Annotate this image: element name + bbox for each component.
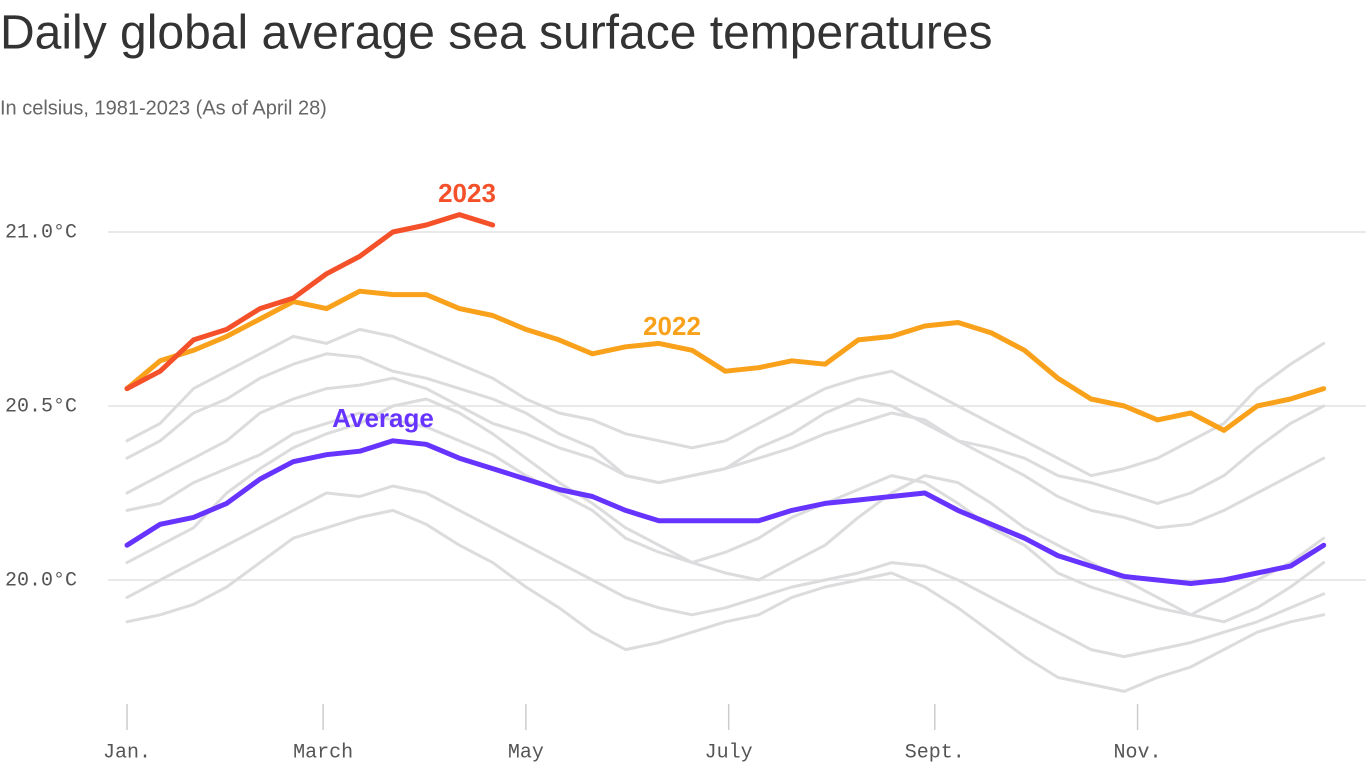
y-tick-label: 21.0°C (5, 221, 77, 244)
series-label: 2023 (438, 178, 496, 208)
x-tick-label: May (508, 741, 544, 764)
background-line (125, 484, 1326, 659)
x-tick-label: Jan. (103, 741, 151, 764)
series-line (124, 288, 1327, 433)
series-line (124, 212, 496, 392)
x-tick-label: Sept. (905, 741, 965, 764)
background-line (125, 508, 1326, 693)
y-tick-label: 20.5°C (5, 395, 77, 418)
chart-title: Daily global average sea surface tempera… (0, 7, 993, 60)
series-label: Average (332, 403, 434, 433)
x-tick-label: March (293, 741, 353, 764)
background-line (125, 411, 1326, 617)
series-line (124, 438, 1327, 586)
series-label: 2022 (643, 311, 701, 341)
background-line (125, 352, 1326, 505)
background-line (125, 327, 1326, 478)
background-line (125, 397, 1326, 624)
chart-subtitle: In celsius, 1981-2023 (As of April 28) (0, 97, 327, 119)
background-line (125, 376, 1326, 530)
y-tick-label: 20.0°C (5, 569, 77, 592)
x-tick-label: July (705, 741, 753, 764)
x-tick-label: Nov. (1114, 741, 1162, 764)
